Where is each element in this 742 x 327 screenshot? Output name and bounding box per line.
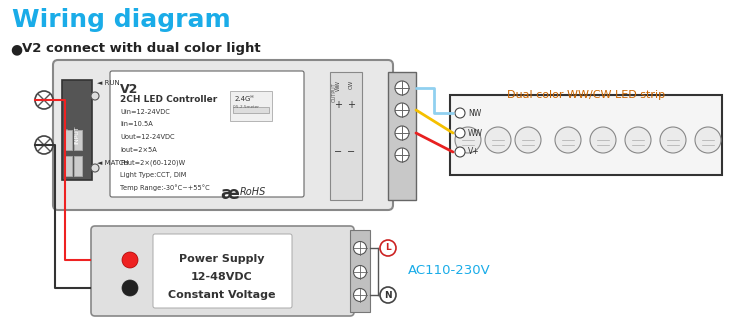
- Circle shape: [395, 81, 409, 95]
- Text: 12-48VDC: 12-48VDC: [191, 272, 253, 282]
- Circle shape: [395, 103, 409, 117]
- Circle shape: [122, 252, 138, 268]
- Bar: [62, 80, 92, 180]
- Text: +: +: [347, 100, 355, 110]
- Text: L: L: [385, 244, 391, 252]
- Text: Temp Range:-30°C~+55°C: Temp Range:-30°C~+55°C: [120, 184, 210, 191]
- FancyBboxPatch shape: [153, 234, 292, 308]
- Bar: [230, 91, 272, 121]
- Text: −: −: [347, 147, 355, 157]
- Text: NW: NW: [468, 109, 482, 117]
- Bar: [388, 72, 416, 200]
- Bar: [64, 156, 72, 176]
- Text: 0.5-2.5meter: 0.5-2.5meter: [233, 105, 260, 109]
- Circle shape: [555, 127, 581, 153]
- FancyBboxPatch shape: [53, 60, 393, 210]
- Text: V+: V+: [468, 147, 479, 157]
- FancyBboxPatch shape: [91, 226, 354, 316]
- Circle shape: [353, 242, 367, 254]
- Circle shape: [380, 240, 396, 256]
- Text: Uin=12-24VDC: Uin=12-24VDC: [120, 109, 170, 115]
- Circle shape: [695, 127, 721, 153]
- Bar: [233, 107, 269, 113]
- Text: æ: æ: [220, 185, 239, 203]
- Circle shape: [455, 128, 465, 138]
- Text: N: N: [384, 290, 392, 300]
- Text: ◄ MATCH: ◄ MATCH: [97, 160, 129, 166]
- Circle shape: [91, 92, 99, 100]
- Circle shape: [380, 287, 396, 303]
- Text: CW: CW: [349, 80, 353, 89]
- Text: Iin=10.5A: Iin=10.5A: [120, 122, 153, 128]
- Text: AC110-230V: AC110-230V: [408, 264, 490, 277]
- Circle shape: [485, 127, 511, 153]
- Bar: [330, 72, 362, 200]
- Text: Pout=2×(60-120)W: Pout=2×(60-120)W: [120, 159, 185, 165]
- Text: 2.4Gᴴ: 2.4Gᴴ: [235, 96, 255, 102]
- Circle shape: [122, 280, 138, 296]
- Text: RoHS: RoHS: [240, 187, 266, 197]
- Circle shape: [660, 127, 686, 153]
- Circle shape: [455, 127, 481, 153]
- Bar: [74, 156, 82, 176]
- Text: Wiring diagram: Wiring diagram: [12, 8, 231, 32]
- FancyBboxPatch shape: [110, 71, 304, 197]
- Text: INPUT: INPUT: [74, 126, 79, 144]
- Circle shape: [395, 126, 409, 140]
- Text: WW: WW: [335, 80, 341, 91]
- Circle shape: [455, 147, 465, 157]
- Bar: [350, 230, 370, 312]
- Text: +: +: [334, 100, 342, 110]
- Text: OUTPUT: OUTPUT: [332, 82, 337, 102]
- Text: ◄ RUN: ◄ RUN: [97, 80, 119, 86]
- Text: V2: V2: [120, 83, 138, 96]
- Text: V2 connect with dual color light: V2 connect with dual color light: [22, 42, 260, 55]
- Circle shape: [35, 136, 53, 154]
- Text: −: −: [334, 147, 342, 157]
- Circle shape: [395, 148, 409, 162]
- Circle shape: [590, 127, 616, 153]
- Circle shape: [515, 127, 541, 153]
- Circle shape: [91, 164, 99, 172]
- Bar: [74, 130, 82, 150]
- Text: Dual color WW/CW LED strip: Dual color WW/CW LED strip: [507, 90, 665, 100]
- Text: Light Type:CCT, DIM: Light Type:CCT, DIM: [120, 171, 186, 178]
- Text: Iout=2×5A: Iout=2×5A: [120, 146, 157, 152]
- Bar: [450, 95, 722, 175]
- Text: 2CH LED Controller: 2CH LED Controller: [120, 95, 217, 104]
- Text: WW: WW: [468, 129, 483, 137]
- Text: ●: ●: [10, 42, 22, 56]
- Circle shape: [35, 91, 53, 109]
- Text: Uout=12-24VDC: Uout=12-24VDC: [120, 134, 174, 140]
- Text: Constant Voltage: Constant Voltage: [168, 290, 276, 300]
- Bar: [64, 130, 72, 150]
- Text: 12-24V: 12-24V: [65, 126, 70, 144]
- Text: Power Supply: Power Supply: [180, 254, 265, 264]
- Circle shape: [353, 288, 367, 301]
- Circle shape: [455, 108, 465, 118]
- Circle shape: [625, 127, 651, 153]
- Circle shape: [353, 266, 367, 279]
